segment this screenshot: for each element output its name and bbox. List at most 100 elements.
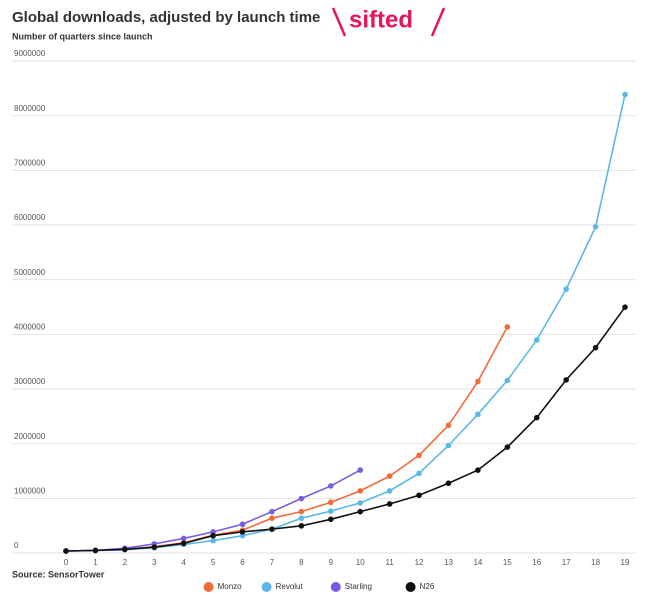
data-point (533, 337, 540, 343)
series-line (65, 94, 626, 552)
data-point (180, 540, 187, 547)
data-point (269, 526, 275, 532)
x-tick-label: 19 (621, 558, 630, 567)
data-point (386, 488, 393, 494)
data-point (357, 488, 364, 494)
x-tick-label: 16 (532, 558, 541, 567)
data-point (386, 501, 393, 507)
legend-label: N26 (420, 582, 435, 591)
data-point (327, 516, 334, 523)
legend-item: Starling (330, 582, 372, 592)
chart-subtitle: Number of quarters since launch (12, 31, 153, 41)
x-tick-label: 0 (64, 558, 69, 567)
data-point (239, 532, 246, 539)
data-point (592, 224, 599, 230)
data-point (445, 480, 452, 487)
data-point (298, 508, 305, 515)
y-tick-label: 1000000 (14, 486, 46, 495)
x-tick-label: 12 (415, 558, 424, 567)
data-point (475, 378, 481, 385)
data-point (327, 508, 334, 514)
logo: sifted (331, 6, 446, 37)
data-point (210, 532, 216, 539)
y-tick-label: 6000000 (14, 213, 46, 222)
y-tick-label: 7000000 (14, 158, 46, 167)
data-point (622, 304, 628, 310)
data-point (298, 515, 305, 521)
data-point (563, 286, 569, 292)
legend-label: Revolut (276, 582, 304, 591)
legend-marker (261, 582, 272, 592)
data-point (386, 473, 393, 479)
data-point (327, 499, 334, 506)
data-point (298, 523, 305, 529)
y-tick-label: 0 (14, 541, 19, 550)
data-point (445, 442, 452, 449)
data-point (416, 492, 422, 499)
data-point (475, 411, 481, 418)
legend-label: Starling (345, 582, 372, 591)
data-point (416, 470, 422, 477)
series-line (65, 306, 626, 552)
data-point (622, 91, 628, 98)
x-tick-label: 14 (473, 558, 482, 567)
legend-marker (330, 582, 341, 592)
data-point (504, 377, 511, 384)
y-tick-label: 4000000 (14, 322, 46, 331)
legend-item: Monzo (203, 582, 243, 592)
y-tick-label: 9000000 (14, 49, 46, 58)
legend-item: N26 (405, 582, 435, 592)
data-point (92, 547, 99, 554)
data-point (151, 544, 158, 550)
x-tick-label: 9 (329, 558, 334, 567)
series-line (65, 326, 509, 552)
data-point (445, 422, 452, 429)
data-point (122, 546, 128, 553)
x-tick-label: 15 (503, 558, 512, 567)
data-point (327, 483, 334, 489)
data-point (592, 344, 599, 351)
source: Source: SensorTower (12, 569, 105, 579)
x-tick-label: 1 (93, 558, 98, 567)
x-tick-label: 10 (356, 558, 365, 567)
x-tick-label: 13 (444, 558, 453, 567)
legend-marker (203, 582, 214, 592)
data-point (210, 529, 216, 535)
data-point (357, 508, 364, 515)
data-point (504, 444, 511, 450)
x-tick-label: 4 (181, 558, 186, 567)
data-point (269, 508, 275, 515)
data-point (563, 377, 569, 383)
x-tick-label: 6 (240, 558, 245, 567)
data-point (504, 324, 511, 330)
legend-item: Revolut (261, 582, 304, 592)
legend-marker (405, 582, 416, 592)
chart-title: Global downloads, adjusted by launch tim… (12, 9, 320, 26)
x-tick-label: 18 (591, 558, 600, 567)
y-tick-label: 8000000 (14, 104, 46, 113)
data-point (298, 495, 305, 502)
y-tick-label: 3000000 (14, 377, 46, 386)
data-point (357, 467, 364, 473)
x-tick-label: 5 (211, 558, 216, 567)
data-point (475, 467, 481, 473)
data-point (239, 521, 246, 528)
data-point (416, 452, 422, 459)
legend-label: Monzo (218, 582, 243, 591)
logo-slash (430, 7, 446, 37)
data-point (63, 548, 69, 554)
x-tick-label: 11 (385, 558, 394, 567)
data-point (239, 529, 246, 535)
data-point (269, 515, 275, 521)
x-tick-label: 3 (152, 558, 157, 567)
y-tick-label: 5000000 (14, 268, 46, 277)
data-point (180, 535, 187, 542)
data-point (357, 500, 364, 506)
x-tick-label: 17 (562, 558, 571, 567)
y-tick-label: 2000000 (14, 432, 46, 441)
logo-slash (331, 7, 347, 37)
data-point (210, 537, 216, 544)
x-tick-label: 2 (123, 558, 128, 567)
data-point (533, 414, 540, 421)
